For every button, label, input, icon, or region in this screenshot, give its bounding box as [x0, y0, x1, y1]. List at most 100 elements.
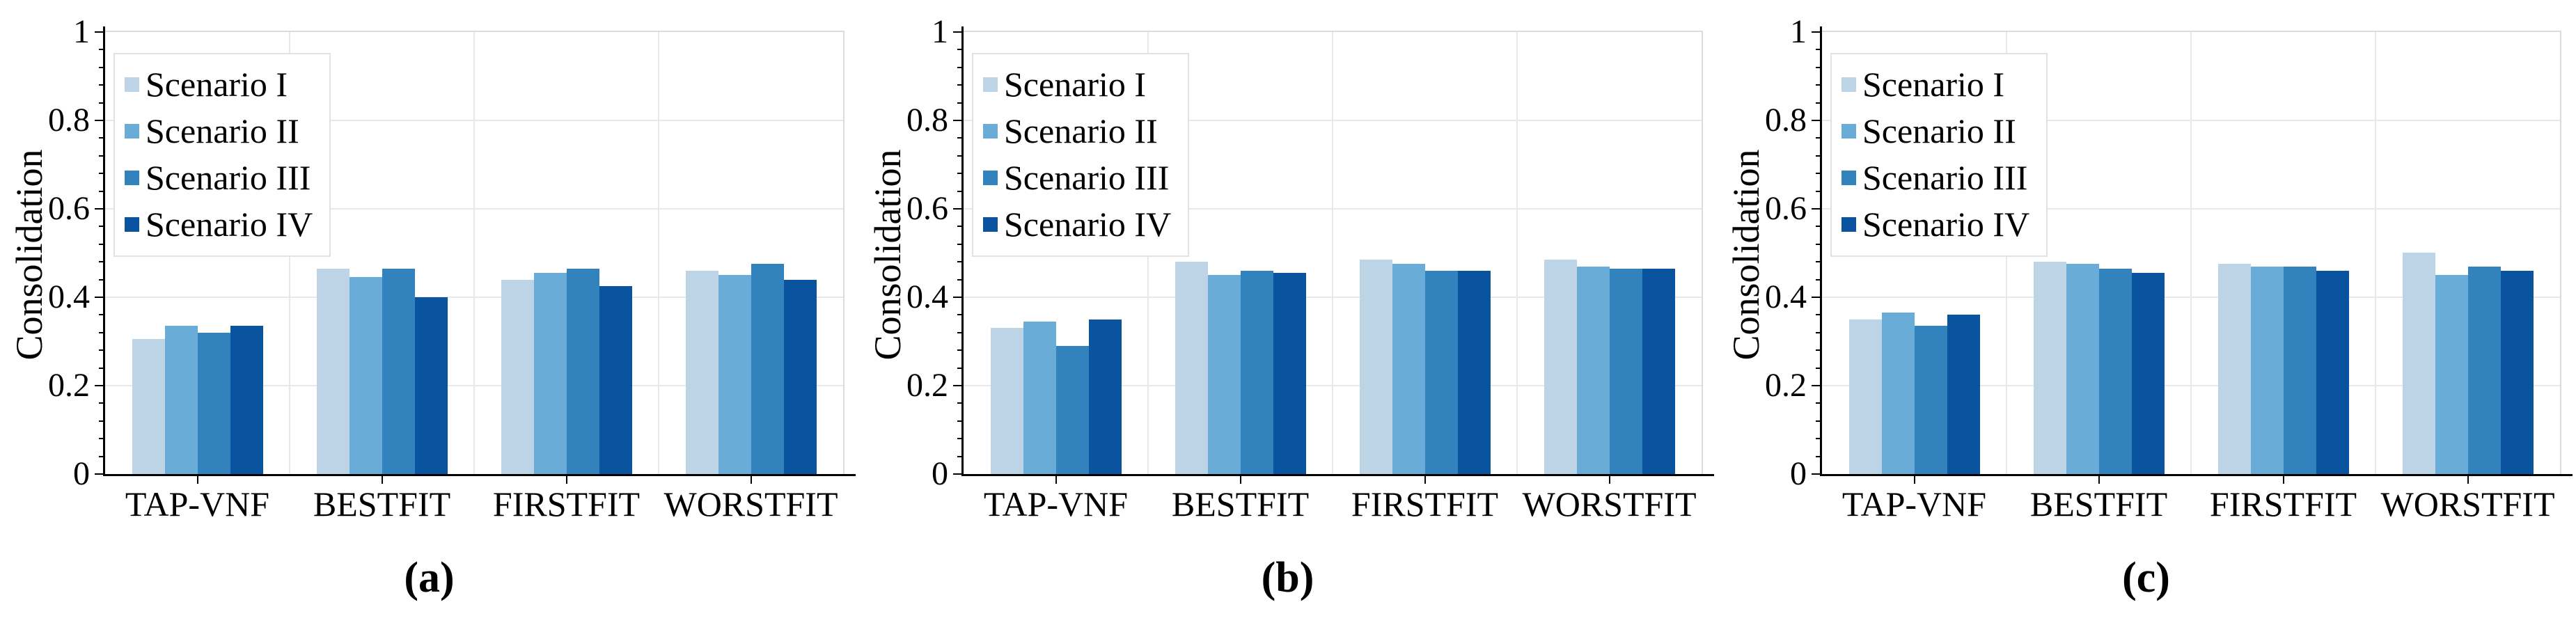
y-minor-tick	[957, 402, 961, 404]
legend-swatch-icon	[125, 77, 139, 92]
legend-item-label: Scenario I	[1862, 65, 2005, 104]
legend-item-label: Scenario II	[1862, 111, 2016, 150]
y-tick-label: 0.6	[906, 190, 948, 227]
y-major-tick	[953, 31, 961, 33]
bar	[501, 280, 534, 474]
bar	[1576, 267, 1610, 474]
y-axis-label: Consolidation	[8, 149, 50, 361]
legend-item: Scenario II	[983, 112, 1171, 150]
bar	[1947, 315, 1980, 474]
y-minor-tick	[1816, 49, 1820, 51]
y-minor-tick	[957, 331, 961, 333]
legend-swatch-icon	[1841, 216, 1856, 232]
y-minor-tick	[957, 243, 961, 245]
bar	[230, 326, 263, 474]
y-minor-tick	[957, 314, 961, 316]
y-major-tick	[953, 297, 961, 298]
gridline-vertical	[2375, 32, 2376, 474]
y-minor-tick	[99, 49, 103, 51]
legend-swatch-icon	[125, 170, 139, 185]
bar	[2283, 267, 2316, 474]
y-minor-tick	[1816, 190, 1820, 192]
bar	[1023, 322, 1056, 474]
x-tick	[1055, 476, 1057, 484]
y-tick-label: 0.8	[1765, 102, 1807, 139]
legend-item: Scenario III	[1841, 159, 2029, 196]
y-tick-label: 1	[932, 13, 948, 50]
bar	[1642, 269, 1675, 474]
bar	[990, 328, 1023, 474]
y-minor-tick	[1816, 66, 1820, 68]
bar	[1881, 313, 1915, 474]
legend-swatch-icon	[983, 170, 998, 185]
y-minor-tick	[99, 137, 103, 139]
plot-area-b: 0 0.2 0.4 0.6 0.8 1 TAP-VNF BESTFIT FIRSTFIT WORS…	[906, 15, 1714, 521]
y-minor-tick	[99, 173, 103, 175]
panel-b: Consolidation 0 0.2 0.4 0.6 0.8 1 TAP-VNF BESTF…	[858, 0, 1717, 623]
y-major-tick	[953, 120, 961, 121]
bar	[316, 269, 350, 474]
bar	[132, 339, 165, 474]
legend-item: Scenario IV	[1841, 205, 2029, 243]
x-tick	[565, 476, 567, 484]
bar	[197, 333, 230, 474]
y-major-tick	[1812, 208, 1820, 210]
bar-group	[964, 32, 1148, 474]
x-tick	[2467, 476, 2469, 484]
y-major-tick	[95, 208, 103, 210]
y-minor-tick	[957, 455, 961, 457]
x-tick	[2098, 476, 2100, 484]
bar	[1359, 260, 1392, 474]
x-tick	[2282, 476, 2284, 484]
plot-area-c: 0 0.2 0.4 0.6 0.8 1 TAP-VNF BESTFIT FIRSTFIT WORS…	[1765, 15, 2573, 521]
bar-group	[1148, 32, 1333, 474]
x-category-label: FIRSTFIT	[2209, 484, 2357, 523]
x-category-label: FIRSTFIT	[492, 484, 641, 523]
plot-area-a: 0 0.2 0.4 0.6 0.8 1 TAP-VNF BESTFIT FIRSTFIT WORS…	[48, 15, 856, 521]
bar	[1055, 346, 1089, 474]
y-minor-tick	[99, 84, 103, 86]
legend-item: Scenario I	[1841, 65, 2029, 103]
y-major-tick	[95, 297, 103, 298]
y-major-tick	[1812, 120, 1820, 121]
x-tick	[1608, 476, 1610, 484]
x-category-label: BESTFIT	[2029, 484, 2168, 523]
y-minor-tick	[957, 137, 961, 139]
y-axis-label: Consolidation	[1725, 149, 1767, 361]
y-minor-tick	[1816, 155, 1820, 157]
y-minor-tick	[1816, 84, 1820, 86]
legend-swatch-icon	[983, 123, 998, 139]
x-category-label: TAP-VNF	[1841, 484, 1987, 523]
y-minor-tick	[957, 278, 961, 281]
y-tick-label: 1	[1790, 13, 1807, 50]
y-minor-tick	[957, 190, 961, 192]
bar-group	[1517, 32, 1702, 474]
y-tick-label: 0	[73, 455, 90, 492]
y-minor-tick	[1816, 402, 1820, 404]
y-tick-label: 0	[1790, 455, 1807, 492]
legend-item-label: Scenario IV	[1004, 205, 1172, 244]
y-minor-tick	[99, 367, 103, 369]
bar	[2402, 253, 2435, 474]
gridline-vertical	[1332, 32, 1333, 474]
x-tick	[196, 476, 198, 484]
panel-caption-b: (b)	[1261, 554, 1314, 601]
y-minor-tick	[957, 173, 961, 175]
legend-item-label: Scenario II	[146, 111, 299, 150]
bar	[2217, 264, 2251, 474]
bar	[1175, 262, 1208, 474]
bar	[382, 269, 415, 474]
bar	[566, 269, 599, 474]
legend-item: Scenario III	[983, 159, 1171, 196]
y-minor-tick	[957, 49, 961, 51]
gridline-vertical	[473, 32, 475, 474]
y-tick-label: 0.6	[48, 190, 90, 227]
x-tick	[1239, 476, 1241, 484]
y-major-tick	[95, 31, 103, 33]
y-minor-tick	[957, 438, 961, 440]
y-minor-tick	[99, 278, 103, 281]
legend-item: Scenario IV	[983, 205, 1171, 243]
y-tick-label: 0.2	[1765, 367, 1807, 404]
y-minor-tick	[1816, 455, 1820, 457]
y-major-tick	[953, 385, 961, 386]
